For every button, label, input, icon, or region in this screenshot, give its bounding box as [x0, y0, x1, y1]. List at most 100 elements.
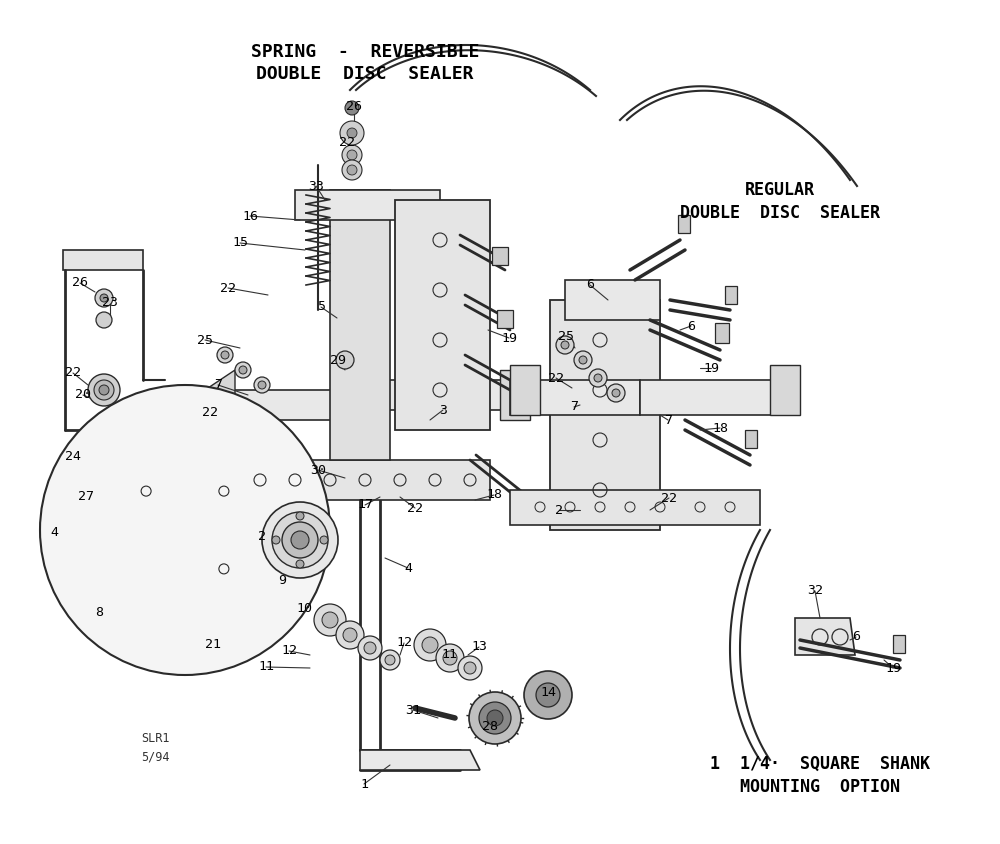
Circle shape [314, 604, 346, 636]
Text: 26: 26 [346, 100, 362, 113]
Text: 29: 29 [330, 354, 346, 366]
Text: 6: 6 [687, 320, 695, 333]
Circle shape [414, 629, 446, 661]
Text: 2: 2 [258, 531, 266, 544]
Text: 7: 7 [570, 401, 578, 414]
Circle shape [443, 651, 457, 665]
Text: 8: 8 [95, 607, 103, 619]
Circle shape [612, 389, 620, 397]
Circle shape [336, 621, 364, 649]
Text: 14: 14 [540, 686, 556, 700]
Circle shape [380, 650, 400, 670]
Bar [497, 310, 513, 328]
Circle shape [358, 636, 382, 660]
Text: 12: 12 [281, 645, 297, 657]
Circle shape [342, 145, 362, 165]
Text: REGULAR: REGULAR [745, 181, 815, 199]
Polygon shape [240, 460, 490, 500]
Circle shape [340, 121, 364, 145]
Text: DOUBLE  DISC  SEALER: DOUBLE DISC SEALER [256, 65, 474, 83]
Text: 33: 33 [308, 180, 324, 192]
Polygon shape [395, 200, 490, 430]
Text: 7: 7 [664, 414, 672, 426]
Bar [715, 323, 729, 343]
Circle shape [364, 642, 376, 654]
Bar [725, 286, 737, 304]
Circle shape [96, 312, 112, 328]
Circle shape [469, 692, 521, 744]
Text: 15: 15 [232, 236, 248, 250]
Circle shape [487, 710, 503, 726]
Text: 5: 5 [317, 300, 325, 313]
Bar [63, 250, 143, 270]
Circle shape [345, 101, 359, 115]
Polygon shape [295, 190, 440, 220]
Circle shape [436, 644, 464, 672]
Circle shape [254, 377, 270, 393]
Circle shape [336, 351, 354, 369]
Text: 18: 18 [486, 489, 502, 501]
Polygon shape [510, 380, 640, 415]
Circle shape [479, 702, 511, 734]
Polygon shape [370, 380, 510, 410]
Circle shape [464, 662, 476, 674]
Circle shape [347, 165, 357, 175]
Polygon shape [795, 618, 855, 655]
Polygon shape [640, 380, 780, 415]
Circle shape [342, 160, 362, 180]
Text: 28: 28 [482, 719, 498, 733]
Circle shape [322, 612, 338, 628]
Circle shape [217, 347, 233, 363]
Text: 19: 19 [501, 332, 517, 344]
Circle shape [347, 128, 357, 138]
Text: DOUBLE  DISC  SEALER: DOUBLE DISC SEALER [680, 204, 880, 222]
Text: 22: 22 [339, 137, 355, 149]
Text: MOUNTING  OPTION: MOUNTING OPTION [740, 778, 900, 796]
Text: 9: 9 [278, 574, 286, 587]
Circle shape [95, 289, 113, 307]
Circle shape [296, 560, 304, 568]
Text: 21: 21 [205, 637, 221, 651]
Bar [678, 215, 690, 233]
Circle shape [589, 369, 607, 387]
Circle shape [258, 381, 266, 389]
Circle shape [235, 362, 251, 378]
Text: 4: 4 [50, 527, 58, 539]
Circle shape [272, 536, 280, 544]
Circle shape [458, 656, 482, 680]
Polygon shape [330, 190, 390, 460]
Circle shape [40, 385, 330, 675]
Text: 1  1/4·  SQUARE  SHANK: 1 1/4· SQUARE SHANK [710, 755, 930, 773]
Text: 27: 27 [78, 490, 94, 504]
Polygon shape [770, 365, 800, 415]
Bar [492, 247, 508, 265]
Text: 20: 20 [75, 388, 91, 402]
Circle shape [524, 671, 572, 719]
Polygon shape [510, 490, 760, 525]
Text: 2: 2 [555, 504, 563, 517]
Circle shape [561, 341, 569, 349]
Text: 25: 25 [197, 333, 213, 347]
Circle shape [221, 351, 229, 359]
Text: 11: 11 [258, 661, 274, 674]
Bar [893, 635, 905, 653]
Circle shape [239, 366, 247, 374]
Circle shape [385, 655, 395, 665]
Circle shape [422, 637, 438, 653]
Text: 23: 23 [102, 296, 118, 310]
Text: 17: 17 [357, 499, 373, 511]
Text: 22: 22 [202, 405, 218, 419]
Circle shape [262, 502, 338, 578]
Circle shape [347, 150, 357, 160]
Circle shape [94, 380, 114, 400]
Circle shape [272, 512, 328, 568]
Text: SPRING  -  REVERSIBLE: SPRING - REVERSIBLE [251, 43, 479, 61]
Text: 5/94: 5/94 [141, 750, 169, 764]
Circle shape [99, 385, 109, 395]
Text: 11: 11 [441, 648, 457, 662]
Circle shape [556, 336, 574, 354]
Circle shape [536, 683, 560, 707]
Text: 16: 16 [242, 209, 258, 223]
Circle shape [574, 351, 592, 369]
Polygon shape [550, 300, 660, 530]
